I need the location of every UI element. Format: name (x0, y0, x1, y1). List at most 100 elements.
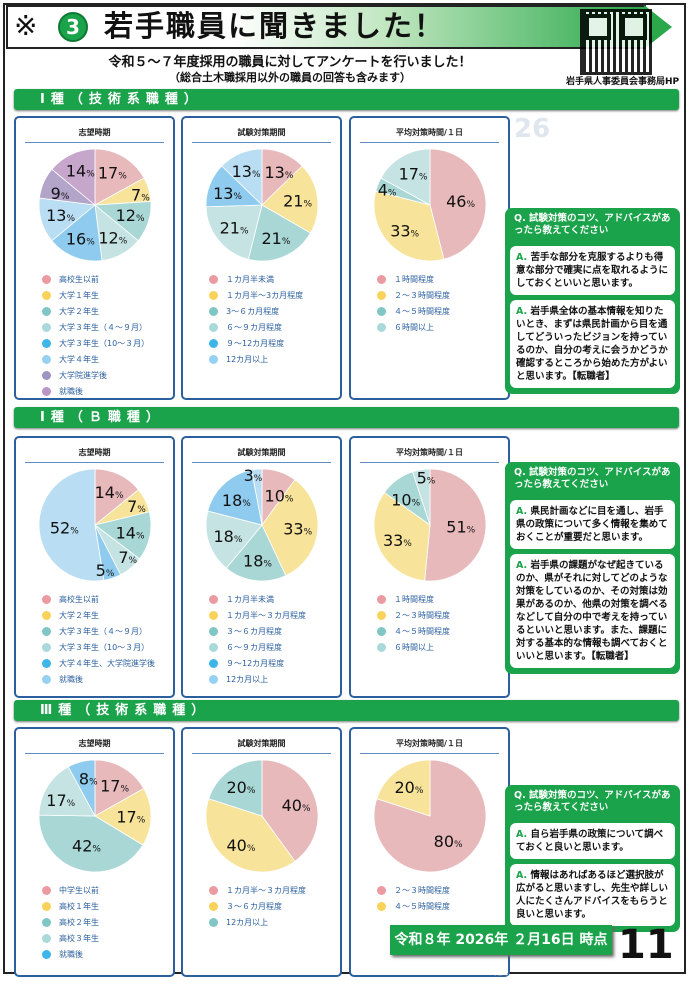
section-header-type1-technical: Ⅰ種（技術系職種） (14, 89, 679, 110)
qa-box-section-1: Q. 試験対策のコツ、アドバイスがあったら教えてください A. 苦手な部分を克服… (505, 208, 680, 394)
divider (192, 142, 331, 143)
question: Q. 試験対策のコツ、アドバイスがあったら教えてください (514, 213, 671, 236)
chart-legend: １時間程度 ２～３時間程度 ４～５時間程度 ６時間以上 (377, 271, 508, 335)
legend-item: ４～５時間程度 (377, 623, 508, 639)
pie-slice (379, 148, 430, 206)
legend-swatch (209, 610, 218, 620)
prefecture-emblem-icon: ※ (14, 9, 38, 42)
divider (360, 142, 499, 143)
legend-item: 3～６カ月程度 (209, 303, 340, 319)
pie-slice (206, 469, 263, 526)
chart-card: 志望時期 17% 17% 42% 17% 8% 中学生以前 高校１年生 高校２年生 高校３年生 就職… (14, 727, 175, 977)
chart-title: 試験対策期間 (237, 739, 286, 748)
legend-item: ９～12カ月程度 (209, 335, 340, 351)
data-label: 21% (219, 218, 248, 237)
answer-text: 岩手県の課題がなぜ起きているのか、県がそれに対してどのような対策をしているのか、… (516, 560, 668, 662)
answer: A. 岩手県全体の基本情報を知りたいとき、まずは県民計画から目を通してどういった… (510, 300, 675, 388)
page-title: 若手職員に聞きました！ (104, 9, 446, 43)
legend-label: １カ月半～３カ月程度 (226, 885, 306, 895)
pie-slice (205, 510, 263, 569)
data-label: 7% (131, 185, 150, 204)
answer: A. 情報はあればあるほど選択肢が広がると思いますし、先生や詳しい人にたくさんア… (510, 864, 675, 926)
legend-item: ３～６カ月程度 (209, 898, 340, 914)
data-label: 20% (226, 778, 255, 797)
pie-slice (260, 165, 318, 234)
legend-item: 12カ月以上 (209, 914, 340, 930)
subtitle-note: （総合土木職採用以外の職員の回答も含みます） (169, 71, 411, 84)
legend-item: 大学院進学後 (42, 367, 173, 383)
data-label: 14% (65, 161, 94, 180)
legend-label: 就職後 (59, 949, 83, 959)
legend-swatch (42, 338, 51, 348)
data-label: 52% (49, 518, 78, 537)
legend-swatch (42, 386, 51, 396)
pie-slice (94, 759, 144, 817)
page-number: 11 (618, 922, 674, 968)
legend-item: ６～９カ月程度 (209, 319, 340, 335)
pie-chart: 13%21%21%21%13%13% (205, 148, 318, 262)
pie-slice (50, 204, 102, 262)
legend-item: 大学２年生 (42, 607, 173, 623)
legend-label: 大学１年生 (59, 290, 99, 300)
legend-swatch (42, 901, 51, 911)
data-label: 18% (213, 527, 242, 546)
legend-label: ３～６カ月程度 (226, 626, 282, 636)
pie-slice (38, 468, 104, 582)
qa-box-section-3: Q. 試験対策のコツ、アドバイスがあったら教えてください A. 自ら岩手県の政策… (505, 785, 680, 932)
legend-swatch (377, 594, 386, 604)
data-label: 3% (243, 466, 262, 485)
chart-title: 志望時期 (78, 739, 111, 748)
data-label: 5% (416, 468, 435, 487)
pie-chart: 51% 33% 10% 5% (373, 468, 486, 582)
pie-slice (220, 148, 262, 206)
chart-card: 志望時期 14% 7% 14% 7% 5% 52% 高校生以前 大学２年生 大学３年生（４～９月）… (14, 436, 175, 698)
legend-swatch (209, 626, 218, 636)
chart-card: 平均対策時間/１日 51% 33% 10% 5% １時間程度 ２～３時間程度 ４～５時間程度 ６… (349, 436, 510, 698)
legend-swatch (377, 290, 386, 300)
subtitle: 令和５～７年度採用の職員に対してアンケートを行いました！ (108, 55, 472, 70)
pie-slice (94, 148, 145, 206)
data-label: 17% (100, 776, 129, 795)
legend-label: １時間程度 (394, 594, 434, 604)
data-label: 12% (98, 228, 127, 247)
legend-label: ６～９カ月程度 (226, 322, 282, 332)
legend-swatch (42, 674, 51, 684)
legend-item: ２～３時間程度 (377, 287, 508, 303)
legend-swatch (42, 658, 51, 668)
answer-mark: A. (516, 252, 528, 263)
data-label: 46% (446, 192, 475, 211)
legend-label: １カ月半～3カ月程度 (226, 290, 304, 300)
legend-swatch (377, 306, 386, 316)
chart-title: 平均対策時間/１日 (396, 739, 463, 748)
legend-label: 12カ月以上 (226, 354, 269, 364)
legend-swatch (42, 917, 51, 927)
legend-label: 高校２年生 (59, 917, 99, 927)
legend-swatch (377, 274, 386, 284)
legend-item: 高校１年生 (42, 898, 173, 914)
qr-code[interactable] (580, 9, 652, 75)
legend-item: 12カ月以上 (209, 671, 340, 687)
chart-title: 志望時期 (78, 128, 111, 137)
legend-label: 大学３年生（10～３月） (59, 338, 150, 348)
legend-swatch (42, 306, 51, 316)
data-label: 51% (446, 517, 475, 536)
chart-card: 試験対策期間 13% 21% 21% 21% 13% 13% １カ月半未満 １カ月半～3カ月程度… (181, 116, 342, 400)
pie-slice (247, 204, 311, 262)
legend-label: ２～３時間程度 (394, 290, 450, 300)
question: Q. 試験対策のコツ、アドバイスがあったら教えてください (514, 790, 671, 813)
pie-slice (261, 479, 318, 577)
legend-label: 高校生以前 (59, 594, 99, 604)
legend-swatch (377, 642, 386, 652)
chart-title: 平均対策時間/１日 (396, 128, 463, 137)
pie-slice (411, 468, 430, 526)
legend-item: 高校生以前 (42, 591, 173, 607)
legend-swatch (377, 626, 386, 636)
legend-item: 大学４年生、大学院進学後 (42, 655, 173, 671)
legend-swatch (42, 370, 51, 380)
pie-slice (38, 766, 96, 817)
pie-slice (250, 468, 262, 526)
legend-label: ２～３時間程度 (394, 885, 450, 895)
data-label: 17% (116, 808, 145, 827)
legend-item: ２～３時間程度 (377, 607, 508, 623)
divider (192, 462, 331, 463)
